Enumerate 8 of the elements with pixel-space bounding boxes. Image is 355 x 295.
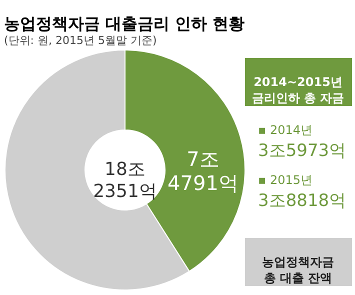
- text: 농업정책자금 총 대출 잔액: [262, 255, 334, 285]
- text: ▪ 2015년 3조8818억: [258, 173, 346, 211]
- chart-subtitle: (단위: 원, 2015년 5월말 기준): [4, 34, 157, 47]
- text: 2014~2015년 금리인하 총 자금: [252, 75, 344, 105]
- text: 18조 2351억: [93, 159, 157, 202]
- text: 7조 4791억: [168, 147, 238, 195]
- chart-title: 농업정책자금 대출금리 인하 현황: [4, 14, 245, 33]
- text: ▪ 2014년 3조5973억: [258, 123, 346, 161]
